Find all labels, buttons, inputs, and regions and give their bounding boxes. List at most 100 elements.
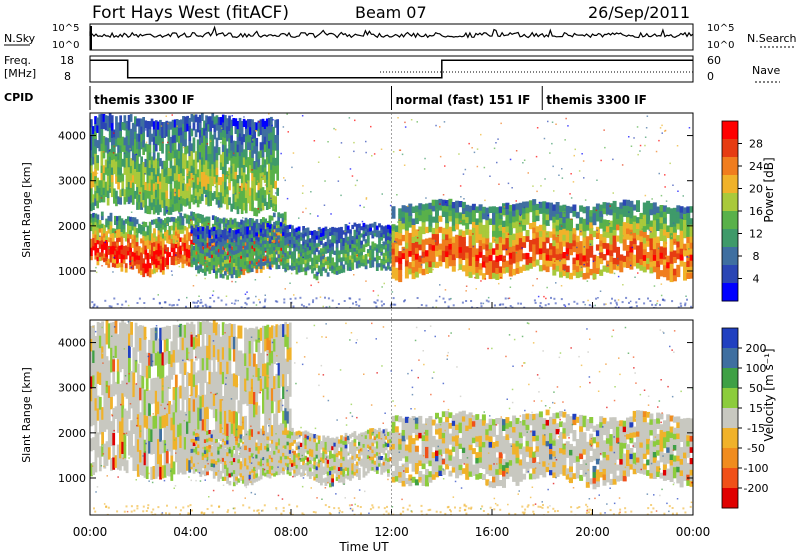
heatmap-noise <box>246 303 248 305</box>
heatmap-noise <box>288 244 290 246</box>
heatmap-cell <box>276 165 279 173</box>
heatmap-noise <box>252 139 254 141</box>
heatmap-cell <box>495 237 499 244</box>
heatmap-noise <box>536 241 538 243</box>
heatmap-noise <box>219 208 221 210</box>
heatmap-cell <box>485 226 489 233</box>
heatmap-noise <box>366 197 368 199</box>
heatmap-noise <box>639 150 641 152</box>
heatmap-cell <box>495 255 499 262</box>
heatmap-noise <box>373 290 375 292</box>
heatmap-noise <box>477 166 479 168</box>
heatmap-noise <box>147 136 149 138</box>
heatmap-cell <box>202 333 205 346</box>
heatmap-cell <box>208 359 211 372</box>
heatmap-noise <box>562 177 564 179</box>
heatmap-cell <box>166 388 169 401</box>
heatmap-cell <box>253 184 256 192</box>
heatmap-noise <box>226 296 228 298</box>
heatmap-noise <box>377 299 379 301</box>
heatmap-noise <box>444 205 446 207</box>
heatmap-noise <box>353 142 355 144</box>
heatmap-noise <box>611 298 613 300</box>
heatmap-noise <box>249 150 251 152</box>
heatmap-noise <box>476 288 478 290</box>
heatmap-noise <box>564 269 566 271</box>
heatmap-cell <box>276 135 279 143</box>
heatmap-noise <box>537 127 539 129</box>
heatmap-cell <box>182 375 185 388</box>
heatmap-noise <box>312 299 314 301</box>
heatmap-cell <box>206 226 209 230</box>
heatmap-noise <box>462 302 464 304</box>
heatmap-cell <box>613 241 617 247</box>
heatmap-noise <box>682 218 684 220</box>
heatmap-noise <box>115 155 117 157</box>
heatmap-noise <box>253 302 255 304</box>
heatmap-cell <box>136 242 139 247</box>
heatmap-noise <box>302 185 304 187</box>
heatmap-noise <box>396 241 398 243</box>
heatmap-noise <box>498 226 500 228</box>
heatmap-noise <box>439 203 441 205</box>
heatmap-noise <box>322 254 324 256</box>
heatmap-noise <box>465 300 467 302</box>
heatmap-noise <box>607 265 609 267</box>
heatmap-cell <box>168 129 171 137</box>
heatmap-noise <box>559 260 561 262</box>
heatmap-cell <box>138 149 141 157</box>
heatmap-noise <box>192 178 194 180</box>
heatmap-noise <box>370 126 372 128</box>
heatmap-noise <box>179 198 181 200</box>
heatmap-cell <box>272 173 275 181</box>
heatmap-noise <box>500 213 502 215</box>
heatmap-cell <box>572 205 576 211</box>
heatmap-noise <box>421 256 423 258</box>
colorbar-swatch <box>722 121 738 140</box>
heatmap-noise <box>145 129 147 131</box>
heatmap-noise <box>355 185 357 187</box>
heatmap-noise <box>536 278 538 280</box>
y-tick-label: 2000 <box>58 220 86 233</box>
heatmap-cell <box>245 205 248 213</box>
heatmap-cell <box>398 276 402 283</box>
heatmap-noise <box>329 306 331 308</box>
heatmap-noise <box>402 154 404 156</box>
heatmap-cell <box>293 255 296 259</box>
heatmap-noise <box>659 304 661 306</box>
colorbar-tick-label: 8 <box>753 250 760 263</box>
heatmap-noise <box>549 152 551 154</box>
heatmap-cell <box>168 326 171 339</box>
heatmap-noise <box>131 260 133 262</box>
heatmap-noise <box>680 303 682 305</box>
heatmap-noise <box>287 198 289 200</box>
heatmap-cell <box>371 263 374 267</box>
heatmap-cell <box>246 226 249 230</box>
heatmap-cell <box>182 263 185 268</box>
heatmap-cell <box>495 219 499 226</box>
heatmap-noise <box>609 223 611 225</box>
heatmap-cell <box>226 259 229 264</box>
heatmap-cell <box>112 359 115 372</box>
heatmap-noise <box>474 152 476 154</box>
heatmap-noise <box>220 142 222 144</box>
heatmap-noise <box>544 138 546 140</box>
heatmap-noise <box>215 186 217 188</box>
heatmap-cell <box>392 206 396 213</box>
heatmap-noise <box>617 258 619 260</box>
heatmap-noise <box>596 230 598 232</box>
heatmap-noise <box>96 306 98 308</box>
heatmap-noise <box>280 153 282 155</box>
heatmap-noise <box>536 156 538 158</box>
heatmap-cell <box>526 230 530 236</box>
heatmap-noise <box>383 303 385 305</box>
heatmap-noise <box>231 281 233 283</box>
heatmap-noise <box>194 302 196 304</box>
heatmap-cell <box>101 432 104 445</box>
heatmap-noise <box>224 248 226 250</box>
heatmap-noise <box>403 249 405 251</box>
heatmap-cell <box>130 114 133 122</box>
heatmap-noise <box>561 226 563 228</box>
heatmap-noise <box>115 248 117 250</box>
